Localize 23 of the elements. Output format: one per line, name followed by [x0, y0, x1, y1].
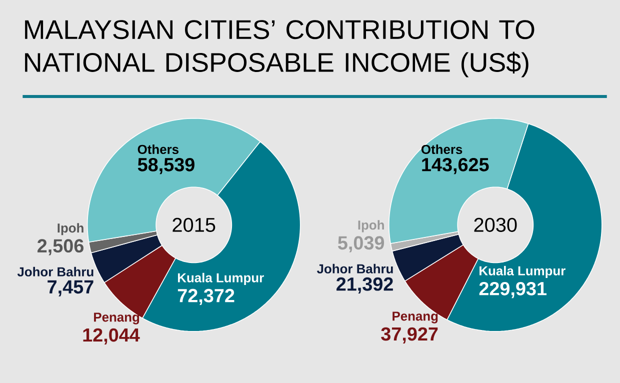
- text: 2030: [474, 218, 517, 232]
- slice-label: Ipoh: [358, 220, 384, 232]
- data-label: 12,044: [83, 328, 140, 344]
- slice-label: Ipoh: [58, 223, 84, 236]
- data-label: 5,039: [338, 236, 384, 252]
- slice-label: Johor Bahru: [17, 266, 94, 276]
- data-label: 37,927: [381, 327, 438, 344]
- slice-label: Penang: [392, 312, 438, 324]
- data-label: 21,392: [336, 277, 393, 294]
- slice-label: Others: [421, 144, 462, 154]
- data-label: 2,506: [38, 239, 84, 256]
- slice-label: Kuala Lumpur: [480, 266, 566, 278]
- slice-label: Kuala Lumpur: [178, 272, 264, 285]
- data-label: 229,931: [479, 282, 547, 298]
- data-label: 143,625: [422, 158, 489, 174]
- chart-title: MALAYSIAN CITIES’ CONTRIBUTION TO NATIONAL DISPOSABLE INCOME (US$): [25, 20, 534, 78]
- data-label: 72,372: [178, 288, 234, 305]
- text: 2015: [172, 218, 216, 232]
- slice-label: Penang: [94, 312, 140, 324]
- data-label: 7,457: [48, 280, 94, 296]
- slice-label: Johor Bahru: [316, 264, 393, 274]
- slice-label: Others: [138, 144, 178, 154]
- data-label: 58,539: [138, 158, 194, 174]
